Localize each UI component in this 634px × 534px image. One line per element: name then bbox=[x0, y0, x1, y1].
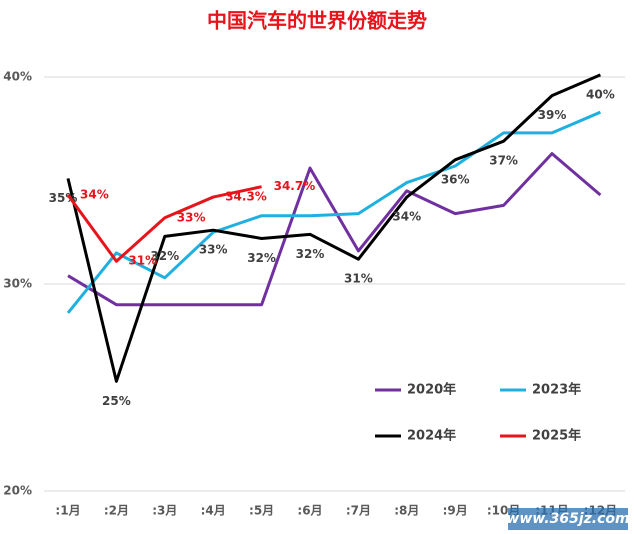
legend-label: 2025年 bbox=[532, 428, 581, 444]
legend-label: 2024年 bbox=[407, 428, 456, 444]
data-label: 34.7% bbox=[274, 179, 316, 193]
watermark-bg bbox=[508, 508, 628, 530]
data-label: 37% bbox=[489, 154, 518, 168]
data-label: 34% bbox=[80, 187, 109, 201]
data-label: 34.3% bbox=[225, 190, 267, 204]
x-tick-label: :7月 bbox=[346, 504, 371, 518]
data-label: 39% bbox=[538, 108, 567, 122]
x-tick-label: :6月 bbox=[297, 504, 322, 518]
x-tick-label: :2月 bbox=[104, 504, 129, 518]
x-tick-label: :8月 bbox=[394, 504, 419, 518]
y-tick-label: 40% bbox=[3, 70, 32, 84]
x-tick-label: :4月 bbox=[201, 504, 226, 518]
data-label: 34% bbox=[392, 210, 421, 224]
y-tick-label: 20% bbox=[3, 484, 32, 498]
series-line bbox=[67, 152, 602, 307]
legend-label: 2023年 bbox=[532, 382, 581, 398]
x-tick-label: :1月 bbox=[55, 504, 80, 518]
series-line bbox=[66, 73, 601, 383]
x-tick-label: :5月 bbox=[249, 504, 274, 518]
data-label: 33% bbox=[199, 243, 228, 257]
data-label: 31% bbox=[128, 254, 157, 268]
data-label: 33% bbox=[177, 210, 206, 224]
data-label: 25% bbox=[102, 394, 131, 408]
data-label: 40% bbox=[586, 87, 615, 101]
y-tick-label: 30% bbox=[3, 277, 32, 291]
data-label: 31% bbox=[344, 272, 373, 286]
data-label: 35% bbox=[49, 191, 78, 205]
data-label: 32% bbox=[247, 251, 276, 265]
watermark: www.365jz.com bbox=[506, 511, 629, 527]
legend-label: 2020年 bbox=[407, 382, 456, 398]
data-label: 32% bbox=[150, 249, 179, 263]
chart-title: 中国汽车的世界份额走势 bbox=[207, 9, 427, 33]
data-label: 36% bbox=[441, 172, 470, 186]
x-tick-label: :9月 bbox=[443, 504, 468, 518]
data-label: 32% bbox=[296, 247, 325, 261]
series-line bbox=[66, 185, 262, 263]
x-tick-label: :3月 bbox=[152, 504, 177, 518]
